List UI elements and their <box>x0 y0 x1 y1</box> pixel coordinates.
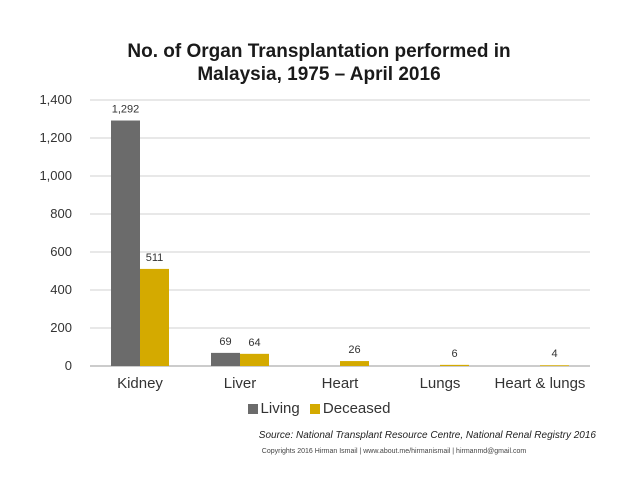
legend-item-deceased: Deceased <box>309 400 391 417</box>
y-tick-label: 200 <box>50 320 72 335</box>
bar-deceased-1 <box>240 353 269 366</box>
x-tick-label: Liver <box>224 375 257 392</box>
y-tick-label: 1,400 <box>39 92 72 107</box>
bar-living-1 <box>211 352 240 366</box>
source-note: Source: National Transplant Resource Cen… <box>258 430 596 441</box>
bars <box>111 120 569 367</box>
data-label: 26 <box>348 344 360 356</box>
y-tick-label: 800 <box>50 206 72 221</box>
y-tick-label: 1,000 <box>39 168 72 183</box>
data-label: 1,292 <box>112 104 140 116</box>
gridlines <box>90 99 590 367</box>
chart-title-line-1: No. of Organ Transplantation performed i… <box>127 41 511 62</box>
bar-deceased-2 <box>340 361 369 366</box>
bar-chart-plot: 0 200 400 600 800 1,000 1,200 1,400 1,292 511 69 6… <box>39 92 590 392</box>
x-tick-label: Heart & lungs <box>495 375 586 392</box>
y-axis-tick-labels: 0 200 400 600 800 1,000 1,200 1,400 <box>39 92 72 373</box>
legend-swatch-living <box>247 404 258 415</box>
x-tick-label: Heart <box>322 375 360 392</box>
y-tick-label: 0 <box>65 358 72 373</box>
data-label: 6 <box>451 348 457 360</box>
legend: Living Deceased <box>0 400 638 417</box>
legend-item-living: Living <box>247 400 300 417</box>
x-tick-label: Lungs <box>420 375 461 392</box>
y-tick-label: 1,200 <box>39 130 72 145</box>
x-axis-tick-labels: Kidney Liver Heart Lungs Heart & lungs <box>117 375 585 392</box>
x-tick-label: Kidney <box>117 375 163 392</box>
legend-label-deceased: Deceased <box>322 400 391 417</box>
data-label: 64 <box>248 337 260 349</box>
data-label: 69 <box>219 336 231 348</box>
data-label: 4 <box>551 348 557 360</box>
chart-title: No. of Organ Transplantation performed i… <box>0 40 638 86</box>
data-label: 511 <box>146 252 164 264</box>
chart-title-line-2: Malaysia, 1975 – April 2016 <box>197 64 441 85</box>
copyright-note: Copyrights 2016 Hirman Ismail | www.abou… <box>261 448 527 455</box>
y-tick-label: 600 <box>50 244 72 259</box>
bar-deceased-3 <box>440 364 469 366</box>
legend-label-living: Living <box>260 400 300 417</box>
y-tick-label: 400 <box>50 282 72 297</box>
bar-deceased-0 <box>140 268 169 366</box>
bar-deceased-4 <box>540 365 569 367</box>
bar-living-0 <box>111 120 140 367</box>
legend-swatch-deceased <box>309 404 320 415</box>
